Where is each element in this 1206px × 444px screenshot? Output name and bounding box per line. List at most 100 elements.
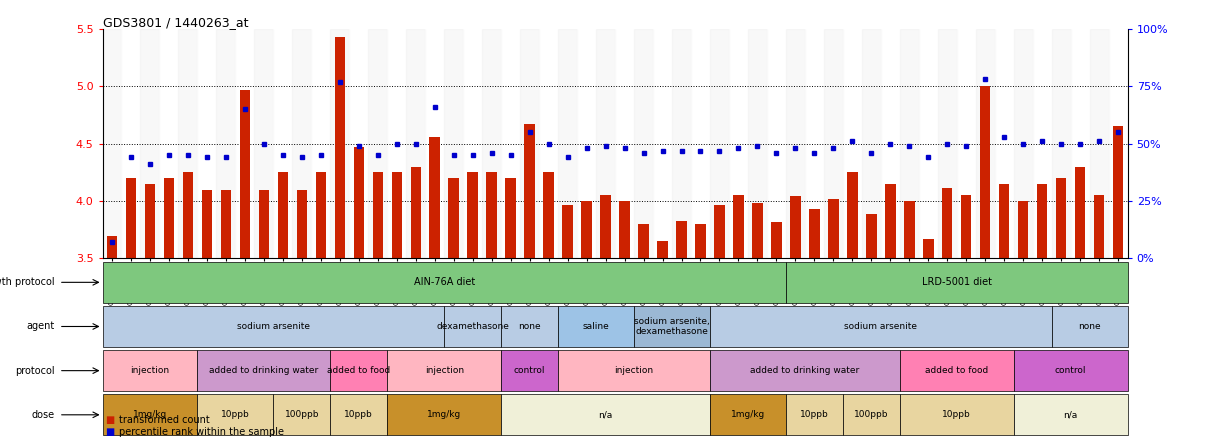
- Bar: [1090, 29, 1108, 258]
- Bar: [843, 395, 900, 435]
- Bar: [159, 29, 178, 258]
- Bar: [601, 195, 610, 258]
- Text: 1mg/kg: 1mg/kg: [731, 410, 765, 419]
- Bar: [558, 29, 578, 258]
- Bar: [444, 306, 502, 347]
- Bar: [1032, 29, 1052, 258]
- Bar: [771, 222, 781, 258]
- Bar: [103, 350, 198, 391]
- Bar: [847, 172, 857, 258]
- Bar: [1052, 29, 1071, 258]
- Bar: [387, 29, 406, 258]
- Text: GDS3801 / 1440263_at: GDS3801 / 1440263_at: [103, 16, 248, 29]
- Bar: [406, 29, 426, 258]
- Bar: [652, 29, 672, 258]
- Bar: [999, 184, 1009, 258]
- Text: 100ppb: 100ppb: [854, 410, 889, 419]
- Bar: [235, 29, 254, 258]
- Bar: [520, 29, 539, 258]
- Bar: [316, 172, 326, 258]
- Bar: [581, 201, 592, 258]
- Bar: [103, 306, 444, 347]
- Text: sodium arsenite: sodium arsenite: [236, 322, 310, 331]
- Bar: [330, 29, 350, 258]
- Bar: [502, 306, 558, 347]
- Bar: [1094, 195, 1105, 258]
- Bar: [274, 395, 330, 435]
- Bar: [178, 29, 198, 258]
- Text: sodium arsenite: sodium arsenite: [844, 322, 918, 331]
- Bar: [786, 262, 1128, 303]
- Bar: [1075, 166, 1085, 258]
- Text: 10ppb: 10ppb: [942, 410, 971, 419]
- Bar: [638, 224, 649, 258]
- Bar: [710, 306, 1052, 347]
- Bar: [634, 306, 710, 347]
- Bar: [122, 29, 140, 258]
- Bar: [387, 395, 502, 435]
- Bar: [1113, 127, 1123, 258]
- Text: added to drinking water: added to drinking water: [750, 366, 860, 375]
- Text: 10ppb: 10ppb: [800, 410, 829, 419]
- Bar: [277, 172, 288, 258]
- Bar: [426, 29, 444, 258]
- Bar: [539, 29, 558, 258]
- Text: added to food: added to food: [327, 366, 391, 375]
- Bar: [1108, 29, 1128, 258]
- Bar: [221, 190, 232, 258]
- Bar: [938, 29, 956, 258]
- Bar: [786, 29, 804, 258]
- Text: injection: injection: [130, 366, 170, 375]
- Bar: [240, 90, 250, 258]
- Text: injection: injection: [425, 366, 464, 375]
- Text: ■: ■: [105, 415, 115, 424]
- Bar: [562, 205, 573, 258]
- Bar: [900, 350, 1014, 391]
- Bar: [216, 29, 235, 258]
- Bar: [505, 178, 516, 258]
- Bar: [866, 214, 877, 258]
- Bar: [900, 395, 1014, 435]
- Bar: [183, 172, 193, 258]
- Bar: [198, 350, 330, 391]
- Bar: [904, 201, 914, 258]
- Bar: [767, 29, 786, 258]
- Bar: [558, 350, 710, 391]
- Bar: [672, 29, 691, 258]
- Bar: [885, 184, 896, 258]
- Bar: [140, 29, 159, 258]
- Bar: [1014, 350, 1128, 391]
- Bar: [449, 178, 459, 258]
- Bar: [753, 203, 762, 258]
- Bar: [334, 37, 345, 258]
- Bar: [444, 29, 463, 258]
- Bar: [1071, 29, 1090, 258]
- Bar: [350, 29, 368, 258]
- Bar: [482, 29, 502, 258]
- Text: 100ppb: 100ppb: [285, 410, 320, 419]
- Text: none: none: [1078, 322, 1101, 331]
- Bar: [976, 29, 995, 258]
- Bar: [809, 209, 820, 258]
- Bar: [714, 205, 725, 258]
- Bar: [1014, 29, 1032, 258]
- Bar: [274, 29, 292, 258]
- Text: 10ppb: 10ppb: [221, 410, 250, 419]
- Text: control: control: [514, 366, 545, 375]
- Text: agent: agent: [27, 321, 55, 332]
- Bar: [198, 395, 274, 435]
- Bar: [728, 29, 748, 258]
- Bar: [657, 241, 668, 258]
- Bar: [429, 137, 440, 258]
- Bar: [330, 350, 387, 391]
- Bar: [843, 29, 862, 258]
- Bar: [862, 29, 880, 258]
- Bar: [103, 29, 122, 258]
- Bar: [1052, 306, 1128, 347]
- Bar: [961, 195, 972, 258]
- Bar: [368, 29, 387, 258]
- Text: added to drinking water: added to drinking water: [210, 366, 318, 375]
- Text: percentile rank within the sample: percentile rank within the sample: [119, 427, 285, 436]
- Bar: [201, 190, 212, 258]
- Bar: [502, 350, 558, 391]
